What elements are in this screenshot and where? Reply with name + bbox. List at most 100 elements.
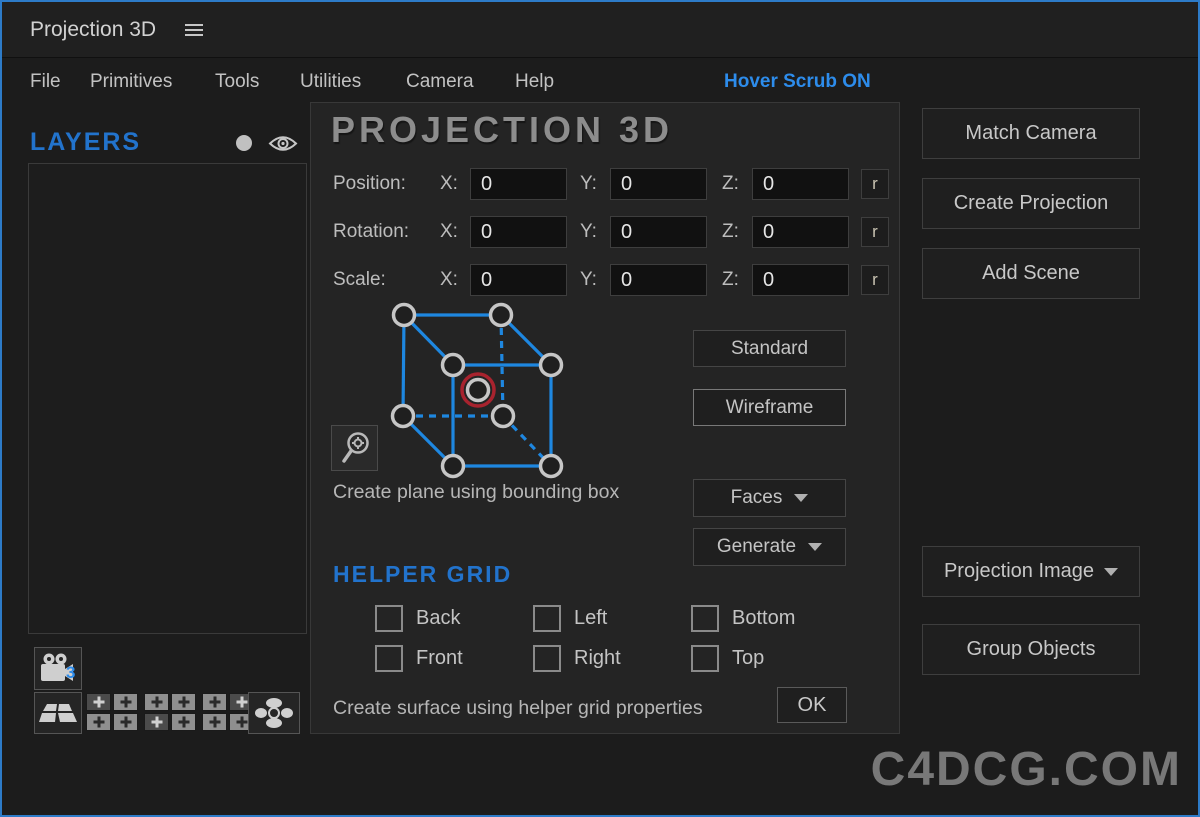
cube-node[interactable] — [440, 352, 466, 378]
scale-x-input[interactable] — [470, 264, 567, 296]
x-axis-label: X: — [440, 173, 458, 194]
menu-utilities[interactable]: Utilities — [300, 71, 362, 92]
rotation-reset-button[interactable]: r — [861, 217, 889, 247]
helper-grid-caption: Create surface using helper grid propert… — [333, 697, 703, 719]
left-checkbox[interactable] — [533, 604, 561, 632]
diamond-layout-icon — [255, 698, 293, 728]
faces-dropdown[interactable]: Faces — [693, 479, 846, 517]
front-checkbox[interactable] — [375, 644, 403, 672]
position-reset-button[interactable]: r — [861, 169, 889, 199]
menu-tools[interactable]: Tools — [215, 71, 260, 92]
match-camera-button[interactable]: Match Camera — [922, 108, 1140, 159]
ground-plane-button[interactable] — [34, 692, 82, 734]
add-plane-button[interactable] — [171, 713, 196, 731]
position-row: Position: X: Y: Z: r — [333, 168, 889, 200]
window-title: Projection 3D — [30, 18, 157, 41]
rotation-z-input[interactable] — [752, 216, 849, 248]
checkbox-row-left: Left — [533, 604, 607, 632]
checkbox-row-bottom: Bottom — [691, 604, 795, 632]
position-y-input[interactable] — [610, 168, 707, 200]
chevron-down-icon — [794, 494, 809, 502]
menu-camera[interactable]: Camera — [406, 71, 474, 92]
z-axis-label: Z: — [722, 173, 739, 194]
ground-plane-icon — [39, 704, 77, 722]
bounding-box-caption: Create plane using bounding box — [333, 481, 620, 503]
scale-reset-button[interactable]: r — [861, 265, 889, 295]
wireframe-button[interactable]: Wireframe — [693, 389, 846, 426]
add-plane-button[interactable] — [144, 693, 169, 711]
add-plane-button[interactable] — [202, 713, 227, 731]
magnifier-gear-icon — [341, 432, 369, 463]
zoom-settings-button[interactable] — [331, 425, 378, 471]
panel-menu-icon[interactable] — [185, 24, 203, 38]
create-projection-label: Create Projection — [953, 192, 1109, 214]
cube-node[interactable] — [440, 453, 466, 479]
add-plane-button[interactable] — [86, 713, 111, 731]
plugin-logo: PROJECTION 3D — [331, 109, 674, 150]
x-axis-label: X: — [440, 221, 458, 242]
create-projection-button[interactable]: Create Projection — [922, 178, 1140, 229]
top-label: Top — [732, 646, 765, 669]
front-label: Front — [416, 646, 463, 669]
rotation-y-input[interactable] — [610, 216, 707, 248]
projection-image-dropdown[interactable]: Projection Image — [922, 546, 1140, 597]
cube-node[interactable] — [490, 403, 516, 429]
menu-help[interactable]: Help — [515, 71, 555, 92]
cube-center-node[interactable] — [465, 377, 491, 403]
scale-z-input[interactable] — [752, 264, 849, 296]
cube-node[interactable] — [390, 403, 416, 429]
titlebar: Projection 3D — [2, 2, 1198, 58]
scale-label: Scale: — [333, 269, 386, 290]
standard-label: Standard — [730, 337, 809, 359]
group-objects-button[interactable]: Group Objects — [922, 624, 1140, 675]
helper-grid-title: HELPER GRID — [333, 561, 513, 587]
add-plane-button[interactable] — [171, 693, 196, 711]
add-plane-button[interactable] — [86, 693, 111, 711]
add-plane-button[interactable] — [202, 693, 227, 711]
layers-list[interactable] — [28, 163, 307, 634]
rotation-label: Rotation: — [333, 221, 410, 242]
selected-node-ring — [460, 372, 496, 408]
position-x-input[interactable] — [470, 168, 567, 200]
camera-3d-button[interactable]: 3 — [34, 647, 82, 690]
bottom-checkbox[interactable] — [691, 604, 719, 632]
generate-dropdown[interactable]: Generate — [693, 528, 846, 566]
rotation-x-input[interactable] — [470, 216, 567, 248]
main-panel: PROJECTION 3D Position: X: Y: Z: r Rotat… — [310, 102, 900, 734]
checkbox-row-back: Back — [375, 604, 460, 632]
anchor-cube-widget[interactable] — [381, 299, 631, 484]
add-scene-button[interactable]: Add Scene — [922, 248, 1140, 299]
add-grid-group-3 — [202, 693, 256, 733]
group-objects-label: Group Objects — [966, 638, 1096, 660]
checkbox-row-right: Right — [533, 644, 621, 672]
add-plane-button[interactable] — [113, 713, 138, 731]
position-z-input[interactable] — [752, 168, 849, 200]
right-label: Right — [574, 646, 621, 669]
cube-node[interactable] — [391, 302, 417, 328]
left-label: Left — [574, 606, 608, 629]
add-plane-button[interactable] — [144, 713, 169, 731]
menubar: File Primitives Tools Utilities Camera H… — [2, 59, 1198, 105]
add-grid-group-1 — [86, 693, 140, 733]
watermark: C4DCG.COM — [870, 743, 1182, 796]
back-checkbox[interactable] — [375, 604, 403, 632]
solo-dot-icon[interactable] — [236, 135, 252, 151]
camera-badge: 3 — [66, 663, 76, 682]
menu-primitives[interactable]: Primitives — [90, 71, 173, 92]
z-axis-label: Z: — [722, 269, 739, 290]
hover-scrub-toggle[interactable]: Hover Scrub ON — [724, 71, 871, 92]
ok-button[interactable]: OK — [777, 687, 847, 723]
add-plane-button[interactable] — [113, 693, 138, 711]
chevron-down-icon — [1104, 567, 1119, 576]
standard-button[interactable]: Standard — [693, 330, 846, 367]
top-checkbox[interactable] — [691, 644, 719, 672]
menu-file[interactable]: File — [30, 71, 61, 92]
cube-node[interactable] — [538, 453, 564, 479]
visibility-eye-icon[interactable] — [268, 134, 298, 158]
cube-node[interactable] — [538, 352, 564, 378]
diamond-layout-button[interactable] — [248, 692, 300, 734]
right-checkbox[interactable] — [533, 644, 561, 672]
position-label: Position: — [333, 173, 406, 194]
cube-node[interactable] — [488, 302, 514, 328]
scale-y-input[interactable] — [610, 264, 707, 296]
